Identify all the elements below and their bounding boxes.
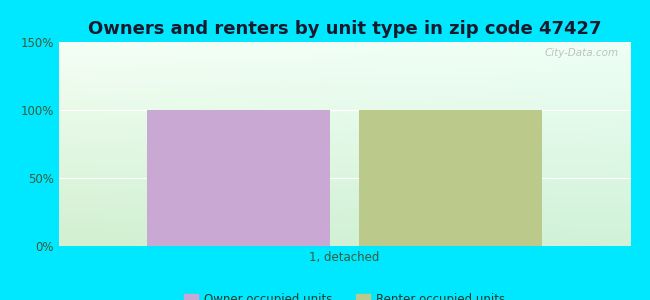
Legend: Owner occupied units, Renter occupied units: Owner occupied units, Renter occupied un…: [179, 289, 510, 300]
Text: City-Data.com: City-Data.com: [545, 48, 619, 58]
Bar: [147, 110, 330, 246]
Title: Owners and renters by unit type in zip code 47427: Owners and renters by unit type in zip c…: [88, 20, 601, 38]
Bar: [359, 110, 542, 246]
